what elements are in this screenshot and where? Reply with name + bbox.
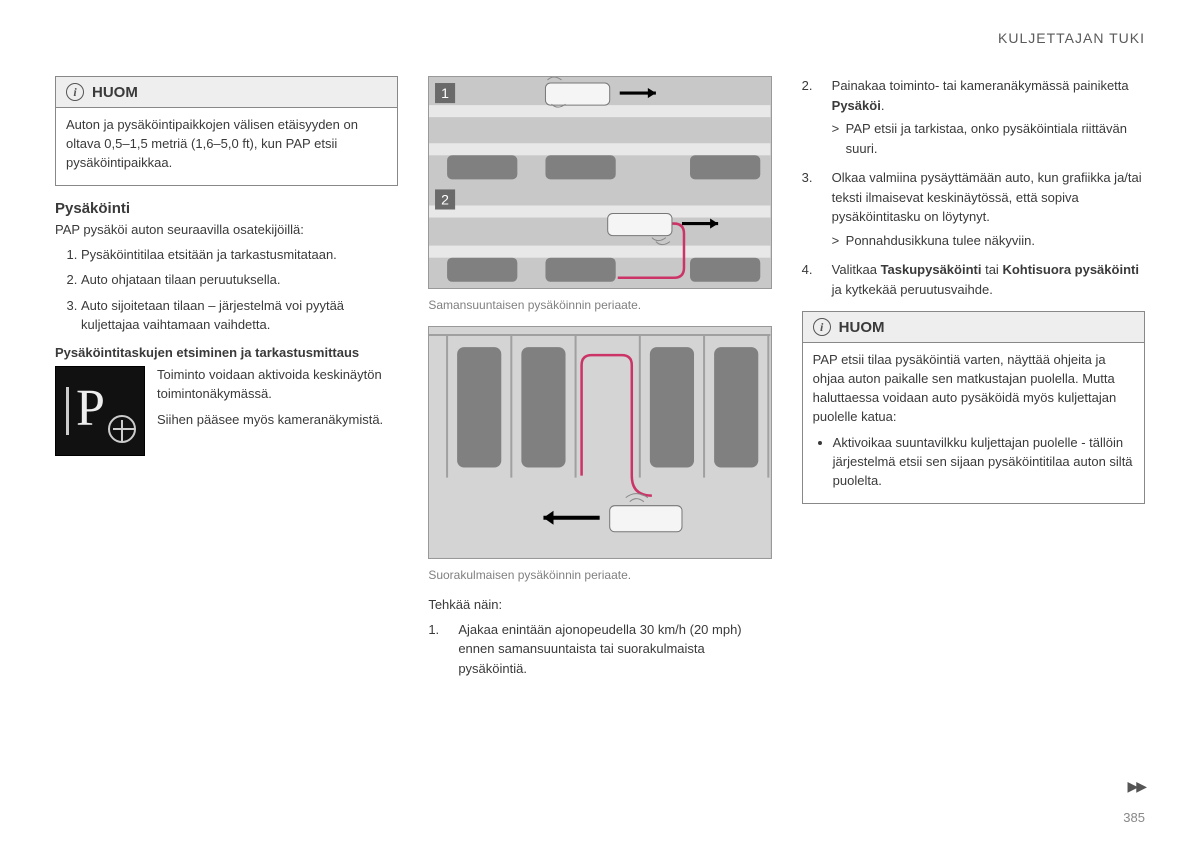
park-assist-icon: P: [55, 366, 145, 456]
step-item: Auto sijoitetaan tilaan – järjestelmä vo…: [81, 296, 398, 335]
note-title: HUOM: [92, 84, 138, 101]
content-columns: i HUOM Auton ja pysäköintipaikkojen väli…: [55, 76, 1145, 688]
note-body-text: PAP etsii tilaa pysäköintiä varten, näyt…: [813, 351, 1134, 426]
instructions-label: Tehkää näin:: [428, 596, 771, 614]
diagram2-caption: Suorakulmaisen pysäköinnin periaate.: [428, 568, 771, 582]
info-icon: i: [66, 83, 84, 101]
icon-text: Toiminto voidaan aktivoida keskinäytön t…: [157, 366, 398, 456]
note-header: i HUOM: [56, 77, 397, 108]
page-header: KULJETTAJAN TUKI: [55, 30, 1145, 46]
info-icon: i: [813, 318, 831, 336]
step2-sub: PAP etsii ja tarkistaa, onko pysäköintia…: [832, 119, 1145, 158]
instruction-step-4: 4. Valitkaa Taskupysäköinti tai Kohtisuo…: [802, 260, 1145, 299]
step-item: Auto ohjataan tilaan peruutuksella.: [81, 270, 398, 290]
note-header: i HUOM: [803, 312, 1144, 343]
column-right: 2. Painakaa toiminto- tai kameranäkymäss…: [802, 76, 1145, 688]
section-lead: PAP pysäköi auton seuraavilla osatekijöi…: [55, 221, 398, 239]
icon-text-p2: Siihen pääsee myös kameranäkymistä.: [157, 411, 398, 430]
column-left: i HUOM Auton ja pysäköintipaikkojen väli…: [55, 76, 398, 688]
section-title: Pysäköinti: [55, 200, 398, 217]
subsection-title: Pysäköintitaskujen etsiminen ja tarkastu…: [55, 345, 398, 360]
note-box-1: i HUOM Auton ja pysäköintipaikkojen väli…: [55, 76, 398, 186]
instruction-step-3: 3. Olkaa valmiina pysäyttämään auto, kun…: [802, 168, 1145, 250]
note-body: Auton ja pysäköintipaikkojen välisen etä…: [56, 108, 397, 185]
perpendicular-parking-diagram: [428, 326, 771, 559]
svg-text:2: 2: [441, 191, 449, 207]
diagram1-caption: Samansuuntaisen pysäköinnin periaate.: [428, 298, 771, 312]
note-body: PAP etsii tilaa pysäköintiä varten, näyt…: [803, 343, 1144, 503]
steps-list: Pysäköintitilaa etsitään ja tarkastusmit…: [55, 245, 398, 335]
icon-text-row: P Toiminto voidaan aktivoida keskinäytön…: [55, 366, 398, 456]
continuation-icon: ▶▶: [1127, 778, 1145, 795]
svg-text:1: 1: [441, 85, 449, 101]
note-title: HUOM: [839, 319, 885, 336]
instructions-list: 1. Ajakaa enintään ajonopeudella 30 km/h…: [428, 620, 771, 679]
column-middle: 1 2 Samansuuntaisen pysäköinnin periaate…: [428, 76, 771, 688]
note-bullet-list: Aktivoikaa suuntavilkku kuljettajan puol…: [813, 434, 1134, 491]
step-item: Pysäköintitilaa etsitään ja tarkastusmit…: [81, 245, 398, 265]
step3-sub: Ponnahdusikkuna tulee näkyviin.: [832, 231, 1145, 251]
instructions-list-cont: 2. Painakaa toiminto- tai kameranäkymäss…: [802, 76, 1145, 299]
instruction-step-1: 1. Ajakaa enintään ajonopeudella 30 km/h…: [428, 620, 771, 679]
page-number: 385: [1123, 810, 1145, 825]
note-box-2: i HUOM PAP etsii tilaa pysäköintiä varte…: [802, 311, 1145, 504]
instruction-step-2: 2. Painakaa toiminto- tai kameranäkymäss…: [802, 76, 1145, 158]
icon-text-p1: Toiminto voidaan aktivoida keskinäytön t…: [157, 366, 398, 404]
parallel-parking-diagram: 1 2: [428, 76, 771, 289]
note-bullet: Aktivoikaa suuntavilkku kuljettajan puol…: [833, 434, 1134, 491]
